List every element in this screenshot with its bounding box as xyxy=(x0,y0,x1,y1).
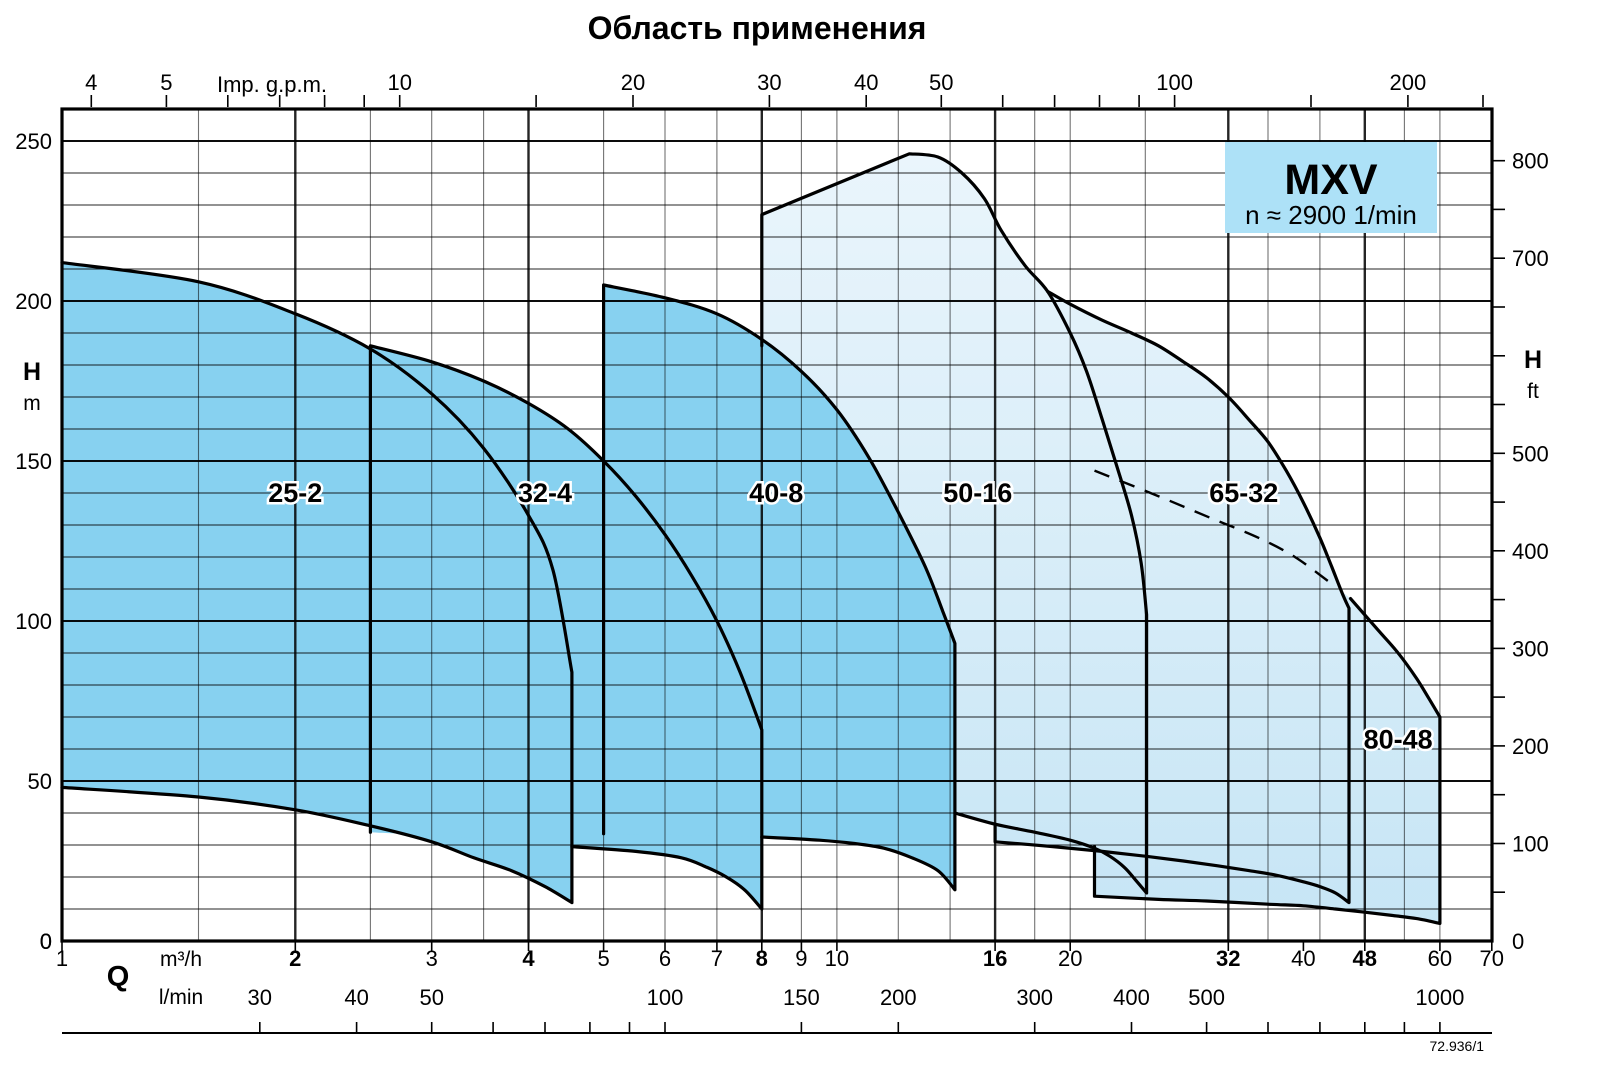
label-left-0: 0 xyxy=(40,929,52,954)
grid-lines xyxy=(62,109,1492,941)
label-top-30: 30 xyxy=(757,70,781,95)
region-label-25-2: 25-2 xyxy=(268,478,322,508)
label-lmin-300: 300 xyxy=(1016,985,1053,1010)
label-bottom-8: 8 xyxy=(756,946,768,971)
right-axis-symbol: H xyxy=(1524,346,1542,374)
label-left-50: 50 xyxy=(28,769,52,794)
region-outlines xyxy=(60,152,1442,925)
region-40-8-fill xyxy=(603,285,955,890)
label-left-250: 250 xyxy=(15,129,52,154)
label-top-200: 200 xyxy=(1390,70,1427,95)
label-right-100: 100 xyxy=(1512,832,1549,857)
label-right-300: 300 xyxy=(1512,636,1549,661)
label-right-400: 400 xyxy=(1512,539,1549,564)
label-bottom-1: 1 xyxy=(56,946,68,971)
left-axis-symbol: H xyxy=(23,358,41,386)
label-top-10: 10 xyxy=(387,70,411,95)
region-fills xyxy=(62,153,1440,924)
label-lmin-200: 200 xyxy=(880,985,917,1010)
bottom-axis-unit-lmin: l/min xyxy=(159,986,203,1009)
label-bottom-32: 32 xyxy=(1216,946,1240,971)
region-40-8-outline-0 xyxy=(602,283,957,892)
label-bottom-20: 20 xyxy=(1058,946,1082,971)
label-bottom-4: 4 xyxy=(522,946,535,971)
label-left-100: 100 xyxy=(15,609,52,634)
right-axis-unit: ft xyxy=(1527,380,1539,403)
label-lmin-400: 400 xyxy=(1113,985,1150,1010)
region-label-50-16: 50-16 xyxy=(943,478,1012,508)
dashed-boundary-line xyxy=(1094,469,1331,584)
region-label-32-4: 32-4 xyxy=(518,478,572,508)
label-top-4: 4 xyxy=(85,70,97,95)
region-25-2-outline-0 xyxy=(60,261,574,905)
label-bottom-5: 5 xyxy=(597,946,609,971)
label-bottom-7: 7 xyxy=(711,946,723,971)
label-lmin-100: 100 xyxy=(647,985,684,1010)
label-lmin-50: 50 xyxy=(419,985,443,1010)
flow-symbol: Q xyxy=(107,961,130,993)
region-32-4-outline-0 xyxy=(368,344,764,911)
label-bottom-16: 16 xyxy=(983,946,1007,971)
label-top-50: 50 xyxy=(929,70,953,95)
model-legend-box: MXV n ≈ 2900 1/min xyxy=(1225,142,1437,233)
model-name: MXV xyxy=(1284,156,1378,204)
region-65-32-outline-0 xyxy=(993,289,1351,905)
label-left-150: 150 xyxy=(15,449,52,474)
label-left-zero: 0 xyxy=(40,929,52,954)
region-50-16-outline-0 xyxy=(760,152,1149,895)
label-right-200: 200 xyxy=(1512,734,1549,759)
region-label-40-8: 40-8 xyxy=(749,478,803,508)
axis-unit-labels: Imp. g.p.m. H m H ft Q m³/h l/min 72.936… xyxy=(23,72,1542,1054)
label-right-500: 500 xyxy=(1512,441,1549,466)
label-lmin-1000: 1000 xyxy=(1415,985,1464,1010)
region-labels: 80-48 65-32 50-16 25-2 32-4 40-8 xyxy=(266,476,1435,757)
label-bottom-9: 9 xyxy=(795,946,807,971)
label-lmin-40: 40 xyxy=(344,985,368,1010)
label-right-0: 0 xyxy=(1512,929,1524,954)
label-top-100: 100 xyxy=(1156,70,1193,95)
model-legend-background xyxy=(1225,142,1437,233)
region-label-80-48: 80-48 xyxy=(1364,724,1433,754)
label-bottom-70: 70 xyxy=(1480,946,1504,971)
label-bottom-40: 40 xyxy=(1291,946,1315,971)
top-axis-unit: Imp. g.p.m. xyxy=(217,72,327,97)
label-bottom-2: 2 xyxy=(289,946,301,971)
label-left-200: 200 xyxy=(15,289,52,314)
axis-ticks-and-numbers: 4 5 10 20 30 40 50 100 200 1 2 3 4 5 6 7 8 9 10 16 20 32 40 48 6… xyxy=(15,70,1549,1034)
label-lmin-30: 30 xyxy=(248,985,272,1010)
label-bottom-3: 3 xyxy=(426,946,438,971)
label-right-800: 800 xyxy=(1512,149,1549,174)
model-speed: n ≈ 2900 1/min xyxy=(1245,200,1417,230)
label-right-700: 700 xyxy=(1512,246,1549,271)
bottom-axis-unit-m3h: m³/h xyxy=(160,948,202,971)
region-label-65-32: 65-32 xyxy=(1209,478,1278,508)
chart-title: Область применения xyxy=(588,10,927,46)
label-bottom-60: 60 xyxy=(1428,946,1452,971)
left-axis-unit: m xyxy=(23,392,41,415)
label-top-20: 20 xyxy=(621,70,645,95)
drawing-code: 72.936/1 xyxy=(1430,1038,1485,1054)
region-80-48-outline-0 xyxy=(1092,597,1442,925)
label-bottom-48: 48 xyxy=(1353,946,1377,971)
label-top-40: 40 xyxy=(854,70,878,95)
label-lmin-500: 500 xyxy=(1188,985,1225,1010)
plot-border xyxy=(60,107,1494,943)
label-bottom-6: 6 xyxy=(659,946,671,971)
label-top-5: 5 xyxy=(160,70,172,95)
label-bottom-10: 10 xyxy=(825,946,849,971)
label-lmin-150: 150 xyxy=(783,985,820,1010)
